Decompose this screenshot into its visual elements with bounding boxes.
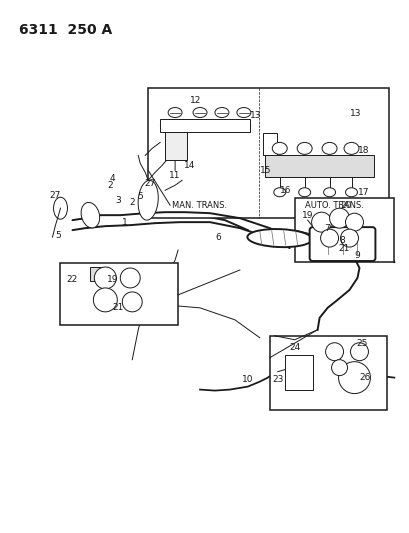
Text: 19: 19 [106,276,118,285]
Text: 21: 21 [112,303,124,312]
Text: 11: 11 [169,171,180,180]
Text: 5: 5 [56,231,61,240]
Text: 17: 17 [357,188,369,197]
Text: 14: 14 [184,161,195,170]
Ellipse shape [321,142,336,155]
Ellipse shape [323,188,335,197]
Text: 2: 2 [129,198,135,207]
Ellipse shape [247,229,311,247]
Circle shape [340,229,357,247]
Text: 22: 22 [67,276,78,285]
Text: 6311  250 A: 6311 250 A [18,23,112,37]
Text: 25: 25 [356,339,367,348]
Circle shape [311,212,331,232]
Ellipse shape [81,203,99,228]
Text: 18: 18 [357,146,369,155]
Text: 12: 12 [190,96,201,105]
Ellipse shape [343,142,358,155]
Text: 3: 3 [115,196,121,205]
Bar [148,87,389,218]
Text: 5: 5 [137,192,143,201]
Circle shape [93,288,117,312]
Circle shape [345,213,362,231]
Text: 23: 23 [272,375,283,384]
Circle shape [94,267,116,289]
Bar [284,354,312,390]
Text: 21: 21 [338,244,349,253]
Text: 27: 27 [50,191,61,200]
Circle shape [320,229,338,247]
Text: 1: 1 [122,217,128,227]
Text: 4: 4 [109,174,115,183]
Text: 8: 8 [339,236,344,245]
Ellipse shape [298,188,310,197]
Bar [269,336,387,409]
FancyBboxPatch shape [309,227,375,261]
Text: 26: 26 [359,373,370,382]
Ellipse shape [168,108,182,117]
Circle shape [329,208,348,228]
Bar [294,198,393,262]
Bar [160,118,249,133]
Text: AUTO. TRANS.: AUTO. TRANS. [304,201,363,210]
Bar [61,263,178,325]
Circle shape [338,362,370,393]
Ellipse shape [272,142,287,155]
Ellipse shape [193,108,207,117]
Text: 19: 19 [301,211,312,220]
Text: 16: 16 [279,186,291,195]
Text: 20: 20 [340,201,351,209]
Bar [264,156,373,177]
Ellipse shape [345,188,357,197]
Text: 15: 15 [259,166,271,175]
Circle shape [331,360,347,376]
Circle shape [350,343,368,361]
Ellipse shape [297,142,311,155]
Text: 9: 9 [354,251,360,260]
Circle shape [122,292,142,312]
Circle shape [120,268,140,288]
Ellipse shape [236,108,250,117]
Text: 13: 13 [249,111,261,120]
Bar [90,267,108,281]
Text: 13: 13 [349,109,360,118]
Ellipse shape [138,180,158,220]
Text: 27: 27 [144,179,155,188]
Text: 10: 10 [241,375,253,384]
Ellipse shape [54,197,67,219]
Text: MAN. TRANS.: MAN. TRANS. [172,201,227,210]
Bar [262,133,276,156]
Circle shape [325,343,343,361]
Text: 6: 6 [215,232,220,241]
Ellipse shape [273,188,285,197]
Bar [165,133,187,160]
Text: 2: 2 [107,181,113,190]
Ellipse shape [214,108,228,117]
Text: 7: 7 [324,224,330,232]
Text: 24: 24 [288,343,299,352]
